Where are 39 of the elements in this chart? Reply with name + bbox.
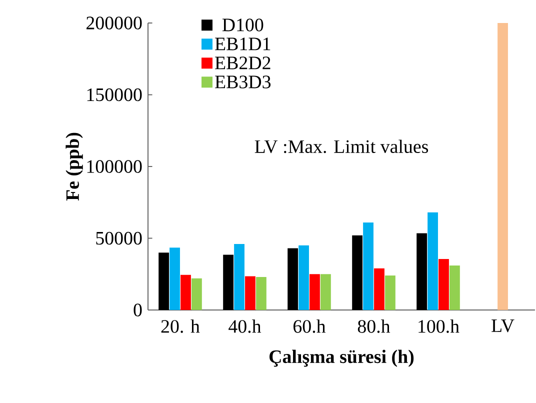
legend-label: EB3D3 <box>215 76 271 88</box>
bar <box>298 245 309 310</box>
x-tick-label: 60.h <box>294 320 326 333</box>
y-tick-label: 150000 <box>87 88 142 102</box>
bar <box>438 259 449 310</box>
bar <box>256 276 266 310</box>
x-tick-label: 20. h <box>161 320 200 333</box>
bar <box>288 248 298 310</box>
bar <box>310 274 320 310</box>
x-axis-title: Çalışma süresi (h) <box>270 350 414 367</box>
bar <box>180 274 191 310</box>
x-tick-label: LV <box>492 320 514 332</box>
bar <box>363 222 374 310</box>
y-axis-title: Fe (ppb) <box>66 132 83 201</box>
annotation: LV :Max. Limit values <box>254 140 428 154</box>
y-tick-label: 100000 <box>87 160 142 173</box>
bar <box>245 276 256 310</box>
bar <box>223 254 234 310</box>
bar <box>428 212 438 310</box>
bar <box>352 235 363 310</box>
bar <box>320 274 331 310</box>
bar <box>416 233 428 310</box>
x-tick-label: 40.h <box>228 320 262 333</box>
y-tick-label: 50000 <box>96 232 142 245</box>
bar <box>498 23 508 310</box>
y-tick-label: 200000 <box>86 16 142 30</box>
x-tick-label: 100.h <box>418 320 460 333</box>
bar <box>384 276 396 310</box>
bar <box>449 266 460 310</box>
x-tick-label: 80.h <box>358 320 390 333</box>
bar <box>374 268 384 310</box>
bar <box>234 244 244 310</box>
bar <box>191 278 202 310</box>
legend-label: EB2D2 <box>215 56 270 70</box>
legend-label: EB1D1 <box>215 38 270 50</box>
y-tick-label: 0 <box>134 304 142 316</box>
legend-label: D100 <box>222 18 264 32</box>
bar <box>158 252 170 310</box>
bar <box>170 248 180 310</box>
